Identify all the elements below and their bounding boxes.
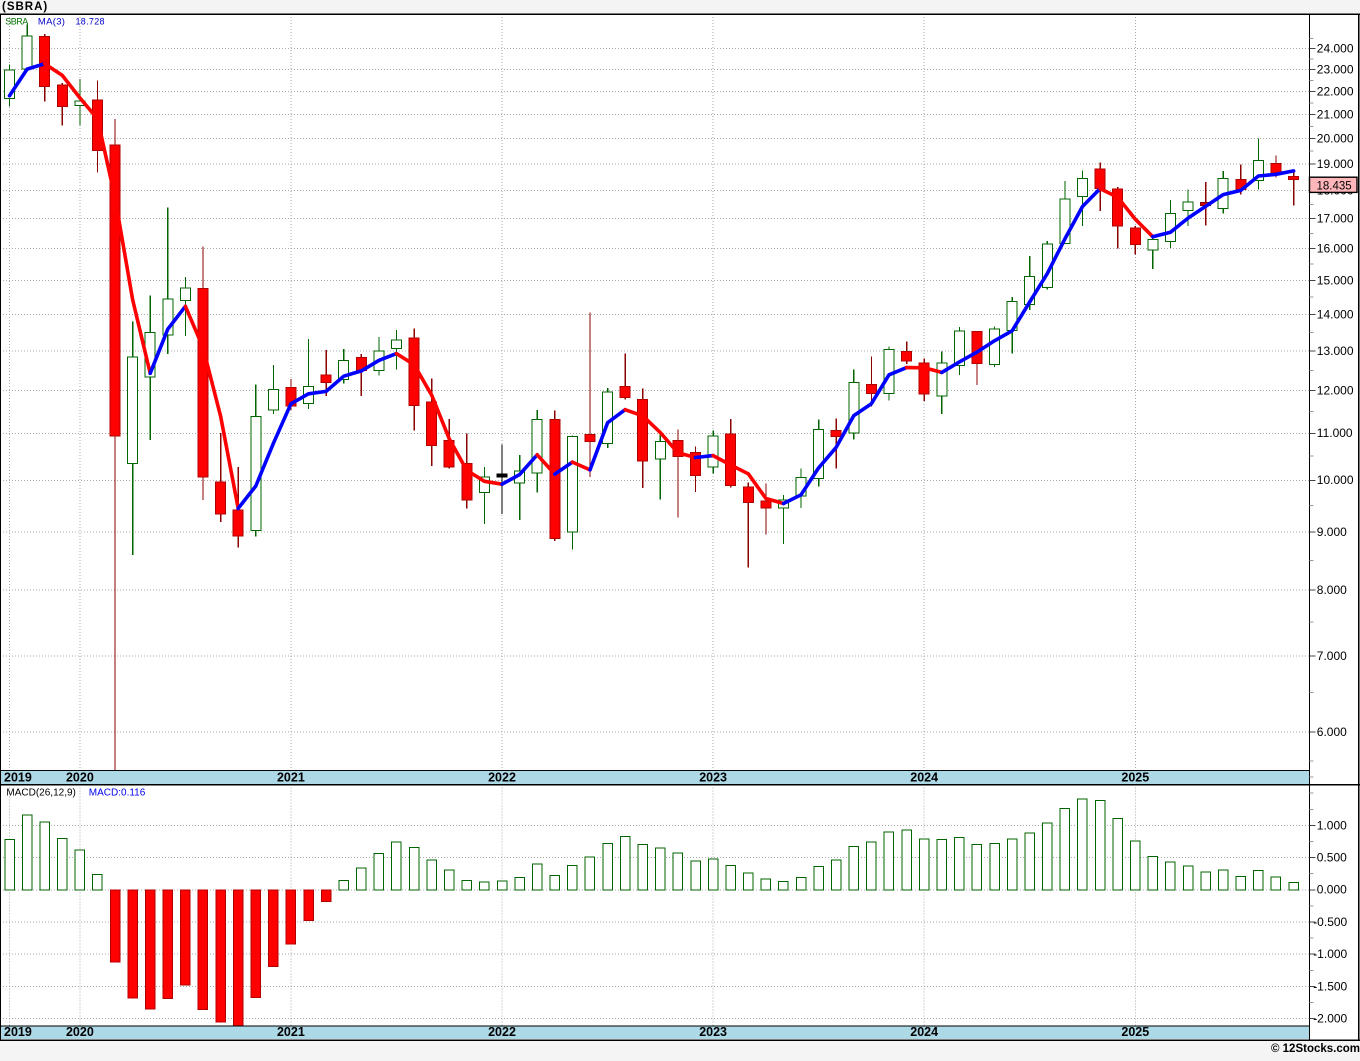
svg-text:2021: 2021 bbox=[277, 770, 305, 784]
svg-text:18.728: 18.728 bbox=[76, 17, 105, 27]
svg-text:2020: 2020 bbox=[66, 1025, 94, 1039]
svg-text:-2.000: -2.000 bbox=[1313, 1012, 1347, 1026]
svg-text:2025: 2025 bbox=[1121, 1025, 1149, 1039]
svg-text:2020: 2020 bbox=[66, 770, 94, 784]
svg-text:23.000: 23.000 bbox=[1317, 63, 1354, 77]
svg-text:2022: 2022 bbox=[488, 770, 516, 784]
svg-text:SBRA: SBRA bbox=[5, 17, 28, 27]
svg-text:16.000: 16.000 bbox=[1317, 242, 1354, 256]
svg-text:19.000: 19.000 bbox=[1317, 157, 1354, 171]
svg-text:MACD:0.116: MACD:0.116 bbox=[89, 787, 146, 798]
svg-text:6.000: 6.000 bbox=[1317, 725, 1347, 739]
svg-text:14.000: 14.000 bbox=[1317, 307, 1354, 321]
svg-text:-0.500: -0.500 bbox=[1313, 915, 1347, 929]
svg-text:2021: 2021 bbox=[277, 1025, 305, 1039]
svg-text:2023: 2023 bbox=[699, 770, 727, 784]
svg-text:MACD(26,12,9): MACD(26,12,9) bbox=[6, 787, 75, 798]
svg-text:22.000: 22.000 bbox=[1317, 85, 1354, 99]
svg-text:-1.000: -1.000 bbox=[1313, 947, 1347, 961]
svg-text:21.000: 21.000 bbox=[1317, 108, 1354, 122]
svg-text:1.000: 1.000 bbox=[1317, 818, 1347, 832]
svg-text:8.000: 8.000 bbox=[1317, 583, 1347, 597]
svg-text:24.000: 24.000 bbox=[1317, 42, 1354, 56]
svg-text:13.000: 13.000 bbox=[1317, 344, 1354, 358]
svg-text:0.500: 0.500 bbox=[1317, 851, 1347, 865]
svg-text:12.000: 12.000 bbox=[1317, 383, 1354, 397]
svg-text:7.000: 7.000 bbox=[1317, 649, 1347, 663]
svg-text:2022: 2022 bbox=[488, 1025, 516, 1039]
svg-text:9.000: 9.000 bbox=[1317, 525, 1347, 539]
svg-text:2019: 2019 bbox=[4, 1025, 32, 1039]
svg-text:(SBRA): (SBRA) bbox=[2, 1, 48, 13]
svg-text:© 12Stocks.com: © 12Stocks.com bbox=[1271, 1043, 1360, 1055]
svg-text:11.000: 11.000 bbox=[1317, 426, 1353, 440]
svg-text:17.000: 17.000 bbox=[1317, 212, 1354, 226]
svg-text:20.000: 20.000 bbox=[1317, 132, 1354, 146]
svg-text:-1.500: -1.500 bbox=[1313, 979, 1347, 993]
svg-text:2025: 2025 bbox=[1121, 770, 1149, 784]
svg-text:2024: 2024 bbox=[910, 1025, 938, 1039]
svg-text:MA(3): MA(3) bbox=[38, 17, 65, 28]
svg-text:0.000: 0.000 bbox=[1317, 883, 1347, 897]
svg-text:2024: 2024 bbox=[910, 770, 938, 784]
svg-text:2023: 2023 bbox=[699, 1025, 727, 1039]
svg-text:2019: 2019 bbox=[4, 770, 32, 784]
svg-text:15.000: 15.000 bbox=[1317, 273, 1354, 287]
svg-text:10.000: 10.000 bbox=[1317, 473, 1354, 487]
svg-text:18.435: 18.435 bbox=[1317, 181, 1352, 193]
